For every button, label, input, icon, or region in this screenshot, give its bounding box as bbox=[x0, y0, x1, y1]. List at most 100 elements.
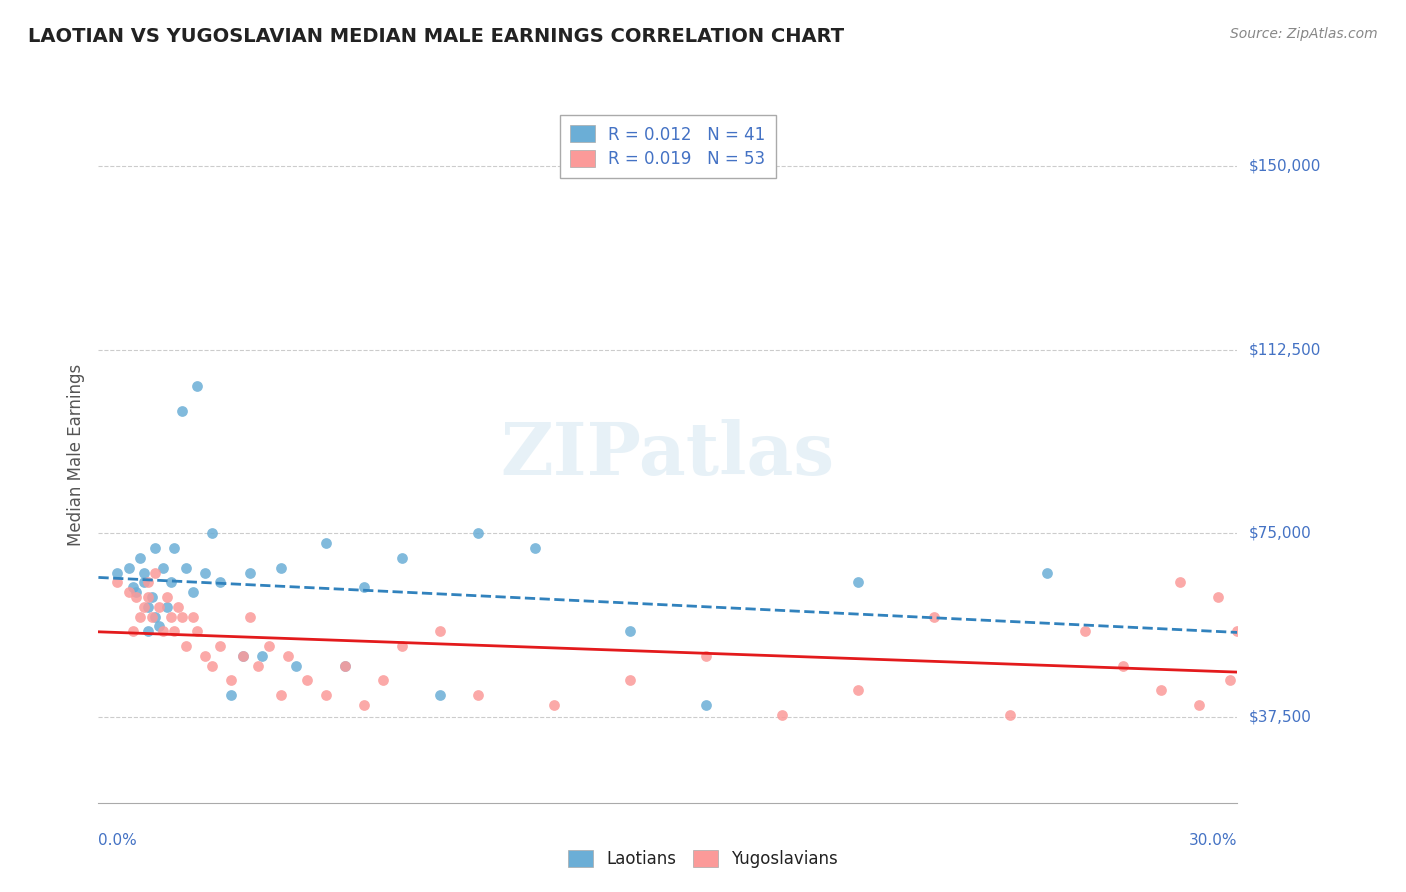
Point bbox=[429, 688, 451, 702]
Point bbox=[335, 658, 357, 673]
Point bbox=[174, 639, 197, 653]
Point bbox=[239, 609, 262, 624]
Point bbox=[163, 541, 186, 555]
Point bbox=[1112, 658, 1135, 673]
Point bbox=[1036, 566, 1059, 580]
Point bbox=[145, 566, 167, 580]
Point bbox=[353, 698, 375, 712]
Point bbox=[335, 658, 357, 673]
Point bbox=[695, 648, 717, 663]
Point bbox=[221, 688, 243, 702]
Text: $150,000: $150,000 bbox=[1249, 159, 1320, 173]
Point bbox=[1208, 590, 1230, 604]
Point bbox=[163, 624, 186, 639]
Point bbox=[174, 560, 197, 574]
Point bbox=[148, 599, 170, 614]
Point bbox=[118, 585, 141, 599]
Point bbox=[183, 585, 205, 599]
Point bbox=[770, 707, 793, 722]
Point bbox=[208, 639, 231, 653]
Point bbox=[132, 599, 155, 614]
Point bbox=[250, 648, 273, 663]
Point bbox=[156, 599, 179, 614]
Point bbox=[297, 673, 319, 688]
Point bbox=[695, 698, 717, 712]
Point bbox=[186, 624, 208, 639]
Point bbox=[107, 575, 129, 590]
Point bbox=[125, 585, 148, 599]
Point bbox=[170, 404, 193, 418]
Point bbox=[159, 609, 181, 624]
Point bbox=[201, 658, 224, 673]
Point bbox=[129, 550, 152, 565]
Point bbox=[524, 541, 547, 555]
Point bbox=[183, 609, 205, 624]
Point bbox=[315, 688, 337, 702]
Point bbox=[121, 624, 143, 639]
Text: $37,500: $37,500 bbox=[1249, 709, 1312, 724]
Point bbox=[467, 526, 489, 541]
Point bbox=[152, 624, 174, 639]
Point bbox=[159, 575, 181, 590]
Point bbox=[315, 536, 337, 550]
Point bbox=[201, 526, 224, 541]
Point bbox=[194, 566, 217, 580]
Point bbox=[246, 658, 269, 673]
Point bbox=[136, 590, 159, 604]
Point bbox=[156, 590, 179, 604]
Point bbox=[125, 590, 148, 604]
Point bbox=[167, 599, 190, 614]
Point bbox=[259, 639, 281, 653]
Point bbox=[208, 575, 231, 590]
Point bbox=[277, 648, 299, 663]
Point bbox=[132, 566, 155, 580]
Point bbox=[118, 560, 141, 574]
Point bbox=[232, 648, 254, 663]
Point bbox=[1074, 624, 1097, 639]
Point bbox=[391, 639, 413, 653]
Point bbox=[353, 580, 375, 594]
Point bbox=[1188, 698, 1211, 712]
Point bbox=[121, 580, 143, 594]
Point bbox=[170, 609, 193, 624]
Point bbox=[543, 698, 565, 712]
Point bbox=[221, 673, 243, 688]
Point bbox=[922, 609, 945, 624]
Legend: R = 0.012   N = 41, R = 0.019   N = 53: R = 0.012 N = 41, R = 0.019 N = 53 bbox=[560, 115, 776, 178]
Point bbox=[1150, 683, 1173, 698]
Point bbox=[186, 379, 208, 393]
Point bbox=[152, 560, 174, 574]
Point bbox=[284, 658, 307, 673]
Point bbox=[371, 673, 394, 688]
Point bbox=[107, 566, 129, 580]
Point bbox=[136, 599, 159, 614]
Text: ZIPatlas: ZIPatlas bbox=[501, 419, 835, 491]
Point bbox=[998, 707, 1021, 722]
Point bbox=[467, 688, 489, 702]
Text: $112,500: $112,500 bbox=[1249, 342, 1320, 357]
Text: 30.0%: 30.0% bbox=[1189, 833, 1237, 848]
Point bbox=[194, 648, 217, 663]
Y-axis label: Median Male Earnings: Median Male Earnings bbox=[66, 364, 84, 546]
Point bbox=[232, 648, 254, 663]
Point bbox=[270, 688, 292, 702]
Point bbox=[132, 575, 155, 590]
Text: 0.0%: 0.0% bbox=[98, 833, 138, 848]
Point bbox=[270, 560, 292, 574]
Point bbox=[145, 609, 167, 624]
Point bbox=[129, 609, 152, 624]
Point bbox=[1219, 673, 1241, 688]
Point bbox=[1170, 575, 1192, 590]
Point bbox=[619, 673, 641, 688]
Point bbox=[145, 541, 167, 555]
Text: LAOTIAN VS YUGOSLAVIAN MEDIAN MALE EARNINGS CORRELATION CHART: LAOTIAN VS YUGOSLAVIAN MEDIAN MALE EARNI… bbox=[28, 27, 844, 45]
Text: $75,000: $75,000 bbox=[1249, 525, 1312, 541]
Point bbox=[239, 566, 262, 580]
Legend: Laotians, Yugoslavians: Laotians, Yugoslavians bbox=[561, 843, 845, 875]
Point bbox=[141, 609, 163, 624]
Text: Source: ZipAtlas.com: Source: ZipAtlas.com bbox=[1230, 27, 1378, 41]
Point bbox=[846, 575, 869, 590]
Point bbox=[846, 683, 869, 698]
Point bbox=[619, 624, 641, 639]
Point bbox=[141, 590, 163, 604]
